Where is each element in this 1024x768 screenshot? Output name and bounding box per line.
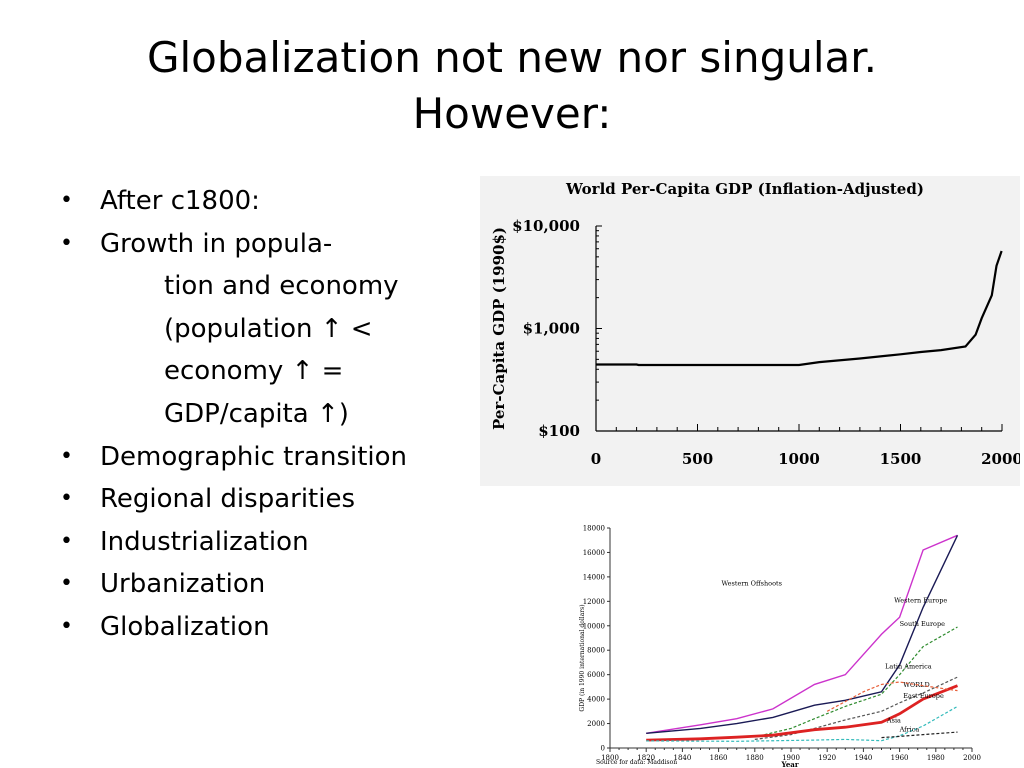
- series-label: Western Europe: [894, 597, 947, 605]
- x-tick-label: 0: [591, 450, 601, 468]
- bullet-item: Regional disparities: [60, 478, 460, 521]
- series-label: Latin America: [885, 663, 932, 671]
- y-tick-label: 6000: [587, 671, 605, 679]
- x-tick-label: 1980: [927, 754, 945, 762]
- series-line-south-europe: [754, 626, 958, 738]
- series-label: East Europe: [903, 692, 944, 700]
- x-tick-label: 1920: [818, 754, 836, 762]
- series-line: [596, 250, 1003, 367]
- bullet-continuation: GDP/capita ↑): [164, 398, 349, 429]
- x-tick-label: 1500: [880, 450, 922, 468]
- chart-title: World Per-Capita GDP (Inflation-Adjusted…: [565, 180, 924, 198]
- world-gdp-log-chart: World Per-Capita GDP (Inflation-Adjusted…: [480, 176, 1020, 486]
- x-tick-label: 1800: [601, 754, 619, 762]
- series-line-africa: [881, 731, 958, 739]
- series-line-world: [646, 684, 959, 742]
- x-tick-label: 1900: [782, 754, 800, 762]
- y-tick-label: 16000: [583, 549, 605, 557]
- y-tick-label: 0: [601, 745, 605, 753]
- x-tick-label: 1960: [891, 754, 909, 762]
- series-label: Western Offshoots: [722, 579, 782, 587]
- y-tick-label: 2000: [587, 720, 605, 728]
- y-tick-label: $10,000: [512, 217, 580, 235]
- source-note: Source for data: Maddison: [596, 759, 677, 766]
- x-tick-label: 1000: [778, 450, 820, 468]
- series-label: South Europe: [900, 620, 946, 628]
- y-tick-label: 12000: [583, 598, 605, 606]
- x-tick-label: 1880: [746, 754, 764, 762]
- bullet-continuation: (population ↑ <: [164, 313, 373, 344]
- series-line-western-offshoots: [646, 534, 958, 734]
- chart-background: [480, 176, 1020, 486]
- series-line-asia: [646, 705, 958, 742]
- slide-title: Globalization not new nor singular. Howe…: [0, 30, 1024, 142]
- y-axis-label: GDP (in 1990 international dollars): [579, 604, 586, 711]
- bullet-continuation: tion and economy: [164, 271, 399, 302]
- y-tick-label: 10000: [583, 622, 605, 630]
- y-tick-label: 8000: [587, 647, 605, 655]
- x-axis-label: Year: [780, 760, 798, 768]
- y-tick-label: $100: [538, 422, 580, 440]
- title-line-2: However:: [412, 89, 612, 138]
- x-tick-label: 1840: [673, 754, 691, 762]
- title-line-1: Globalization not new nor singular.: [146, 33, 878, 82]
- bullet-item: Urbanization: [60, 563, 460, 606]
- x-tick-label: 1820: [637, 754, 655, 762]
- x-tick-label: 2000: [963, 754, 981, 762]
- series-line-western-europe: [646, 534, 959, 734]
- regional-gdp-chart: 0 2000 4000 6000 8000 10000 12000 14000 16000 180…: [579, 525, 981, 768]
- y-axis-label: Per-Capita GDP (1990$): [490, 227, 508, 430]
- bullet-continuation: economy ↑ =: [164, 356, 344, 387]
- series-label: Asia: [886, 716, 901, 724]
- x-tick-label: 1860: [710, 754, 728, 762]
- y-tick-label: 4000: [587, 696, 605, 704]
- x-tick-label: 2000: [981, 450, 1020, 468]
- bullet-item: Globalization: [60, 606, 460, 649]
- y-tick-label: $1,000: [523, 320, 580, 338]
- y-tick-label: 14000: [583, 573, 605, 581]
- x-tick-label: 1940: [854, 754, 872, 762]
- bullet-item: Growth in popula-: [60, 223, 460, 266]
- x-tick-label: 500: [682, 450, 713, 468]
- bullet-item: Demographic transition: [60, 436, 460, 479]
- y-tick-label: 18000: [583, 525, 605, 533]
- bullet-item: Industrialization: [60, 521, 460, 564]
- series-label: Africa: [899, 726, 920, 734]
- bullet-item: After c1800:: [60, 180, 460, 223]
- bullet-list: After c1800:Growth in popula-tion and ec…: [60, 180, 460, 649]
